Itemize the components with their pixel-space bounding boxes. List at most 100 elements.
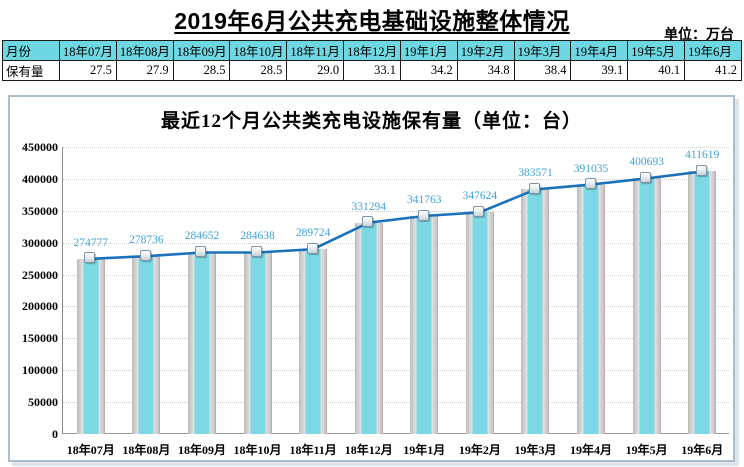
table-value-cell: 38.4 <box>513 60 572 81</box>
table-header-row: 月份 18年07月 18年08月 18年09月 18年10月 18年11月 18年12月 1… <box>2 40 742 61</box>
x-axis-tick-label: 19年6月 <box>681 443 724 457</box>
data-label: 289724 <box>295 227 331 240</box>
bar <box>465 212 494 434</box>
x-axis-tick-label: 18年08月 <box>122 443 171 457</box>
table-month-cell: 19年5月 <box>627 40 686 61</box>
data-label: 278736 <box>129 234 164 247</box>
table-value-cell: 41.2 <box>684 60 742 81</box>
table-value-row: 保有量 27.5 27.9 28.5 28.5 29.0 33.1 34.2 34.8 38.4… <box>2 60 742 81</box>
line-marker <box>84 252 96 264</box>
data-label: 274777 <box>73 236 109 249</box>
y-axis-tick-label: 200000 <box>22 299 58 314</box>
line-marker <box>584 178 596 190</box>
table-value-cell: 34.2 <box>399 60 458 81</box>
y-axis-tick-label: 400000 <box>22 171 58 186</box>
x-axis-tick-label: 18年10月 <box>233 443 282 457</box>
table-month-cell: 18年09月 <box>172 40 231 61</box>
y-gridline <box>63 402 729 404</box>
y-gridline <box>63 147 729 148</box>
table-header-months: 月份 <box>2 40 60 61</box>
y-axis-tick-label: 250000 <box>22 267 58 282</box>
bar <box>132 256 161 434</box>
bar <box>577 184 606 434</box>
data-label: 400693 <box>629 156 664 169</box>
line-marker <box>528 182 540 194</box>
y-gridline <box>63 370 729 372</box>
line-marker <box>417 209 429 221</box>
y-gridline <box>63 210 729 212</box>
y-axis-tick-label: 300000 <box>22 235 58 250</box>
line-marker <box>195 245 207 257</box>
x-axis-tick-label: 18年07月 <box>66 443 115 457</box>
table-value-cell: 28.5 <box>229 60 288 81</box>
data-label: 347624 <box>462 190 498 203</box>
page-title: 2019年6月公共充电基础设施整体情况 <box>174 8 570 34</box>
data-label: 411619 <box>685 149 720 162</box>
data-label: 383571 <box>518 167 553 180</box>
data-label: 284652 <box>184 230 220 243</box>
chart-title: 最近12个月公共类充电设施保有量（单位：台） <box>160 111 582 132</box>
table-month-cell: 18年12月 <box>343 40 401 61</box>
x-axis-tick-label: 19年4月 <box>570 443 613 457</box>
table-month-cell: 19年1月 <box>399 40 458 61</box>
x-axis-tick-label: 19年5月 <box>625 443 668 457</box>
bar <box>76 258 105 434</box>
bar <box>688 171 717 434</box>
y-gridline <box>63 306 729 308</box>
table-value-cell: 29.0 <box>286 60 345 81</box>
y-axis-tick-label: 150000 <box>22 331 58 346</box>
y-gridline <box>63 338 729 340</box>
y-gridline <box>63 274 729 276</box>
y-gridline <box>63 242 729 244</box>
table-value-cell: 40.1 <box>627 60 686 81</box>
line-marker <box>139 249 151 261</box>
table-month-cell: 19年2月 <box>456 40 515 61</box>
table-value-cell: 27.9 <box>115 60 174 81</box>
table-month-cell: 18年11月 <box>286 40 345 61</box>
bar <box>632 178 661 434</box>
line-marker <box>695 164 707 176</box>
table-month-cell: 19年3月 <box>513 40 572 61</box>
y-axis-tick-label: 50000 <box>28 395 58 410</box>
y-gridline <box>63 178 729 180</box>
table-month-cell: 18年10月 <box>229 40 288 61</box>
line-marker <box>251 245 263 257</box>
data-label: 284638 <box>240 230 275 243</box>
bar <box>410 216 439 434</box>
data-label: 391035 <box>573 162 609 175</box>
x-axis-tick-label: 18年12月 <box>344 443 393 457</box>
bar <box>521 189 550 434</box>
y-axis-tick-label: 450000 <box>22 140 58 154</box>
bar <box>299 249 328 434</box>
line-marker <box>640 171 652 183</box>
x-axis-tick-label: 19年3月 <box>514 443 557 457</box>
table-value-cell: 34.8 <box>456 60 515 81</box>
y-axis-tick-label: 350000 <box>22 203 58 218</box>
table-value-cell: 27.5 <box>59 60 117 81</box>
table-month-cell: 18年07月 <box>59 40 117 61</box>
data-label: 341763 <box>407 194 442 207</box>
plot-area: 0 50000 100000 150000 200000 250000 300000 3500… <box>22 140 729 457</box>
bar <box>243 252 272 434</box>
table-value-cell: 39.1 <box>570 60 629 81</box>
table-value-cell: 33.1 <box>343 60 401 81</box>
line-marker <box>473 205 485 217</box>
x-axis-tick-label: 18年09月 <box>177 443 226 457</box>
table-month-cell: 18年08月 <box>115 40 174 61</box>
y-axis-tick-label: 100000 <box>22 363 58 378</box>
line-marker <box>306 242 318 254</box>
bar <box>187 252 216 434</box>
x-axis-tick-label: 19年1月 <box>403 443 446 457</box>
table-month-cell: 19年4月 <box>570 40 629 61</box>
chart-panel: 最近12个月公共类充电设施保有量（单位：台） 0 50000 100000 15000… <box>8 95 735 462</box>
y-axis-tick-label: 0 <box>52 427 58 441</box>
table-row-label: 保有量 <box>2 60 60 81</box>
summary-table: 月份 18年07月 18年08月 18年09月 18年10月 18年11月 18年12月 1… <box>2 40 742 81</box>
x-axis-tick-label: 19年2月 <box>458 443 501 457</box>
line-marker <box>362 216 374 228</box>
data-label: 331294 <box>351 200 386 213</box>
table-month-cell: 19年6月 <box>684 40 742 61</box>
table-value-cell: 28.5 <box>172 60 231 81</box>
bar <box>354 222 383 434</box>
